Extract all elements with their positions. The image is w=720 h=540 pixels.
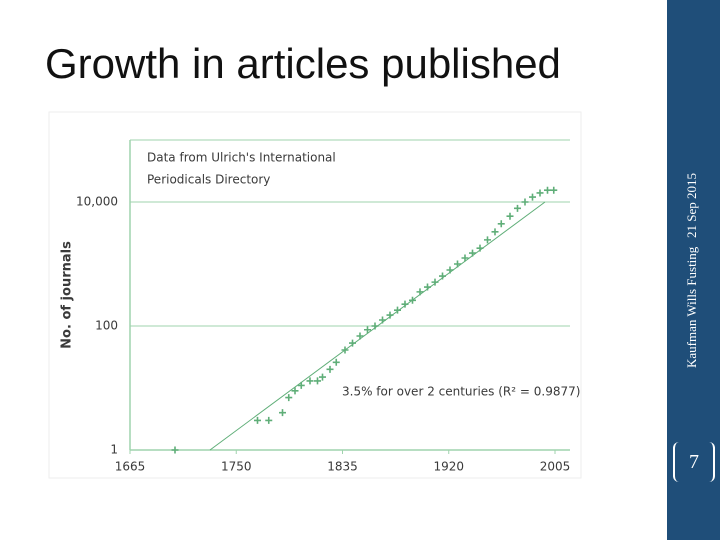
point: [536, 189, 544, 197]
point: [332, 358, 340, 366]
chart-frame: [48, 111, 582, 479]
point: [341, 346, 349, 354]
point: [544, 186, 551, 194]
point: [431, 278, 439, 286]
y-tick-label: 1: [110, 443, 118, 457]
point: [521, 198, 529, 206]
point: [506, 212, 514, 220]
point: [279, 409, 286, 417]
x-tick-label: 2005: [540, 460, 571, 474]
footer-date: 21 Sep 2015: [684, 173, 699, 238]
point: [446, 266, 454, 274]
point: [401, 300, 409, 308]
point: [491, 228, 499, 236]
point: [469, 249, 476, 257]
point: [364, 326, 371, 334]
point: [484, 236, 491, 244]
point: [409, 296, 416, 304]
point: [171, 446, 179, 454]
x-tick-label: 1665: [115, 460, 146, 474]
point: [297, 381, 305, 389]
x-tick-label: 1835: [327, 460, 358, 474]
point: [454, 260, 461, 268]
point: [265, 416, 273, 424]
point: [497, 220, 505, 228]
chart: 1 100 10,000 1665 1750 1835 1920 2005 No. of jou…: [48, 111, 582, 479]
point: [550, 186, 558, 194]
point: [394, 306, 401, 314]
point: [326, 365, 334, 373]
x-tick-label: 1920: [433, 460, 464, 474]
x-tick-label: 1750: [221, 460, 252, 474]
slide-title: Growth in articles published: [45, 40, 561, 87]
point: [356, 332, 364, 340]
y-tick-label: 10,000: [76, 195, 118, 209]
y-axis-label: No. of journals: [60, 241, 75, 349]
point: [285, 394, 293, 402]
point: [461, 254, 469, 262]
y-tick-label: 100: [95, 319, 118, 333]
point: [529, 193, 536, 201]
point: [306, 377, 314, 385]
point: [379, 316, 386, 324]
annotation: Periodicals Directory: [147, 173, 270, 187]
page-number: 7: [673, 442, 715, 482]
point: [371, 322, 379, 330]
point: [424, 283, 431, 291]
point: [319, 373, 326, 381]
point: [476, 244, 484, 252]
footer-author: Kaufman Wills Fusting: [684, 246, 699, 368]
point: [386, 311, 394, 319]
annotation: Data from Ulrich's International: [147, 151, 336, 165]
point: [416, 288, 424, 296]
point: [514, 204, 521, 212]
fit-label: 3.5% for over 2 centuries (R² = 0.9877): [342, 385, 580, 399]
point: [314, 377, 321, 385]
point: [291, 387, 299, 395]
point: [254, 416, 261, 424]
point: [349, 339, 356, 347]
point: [439, 272, 446, 280]
